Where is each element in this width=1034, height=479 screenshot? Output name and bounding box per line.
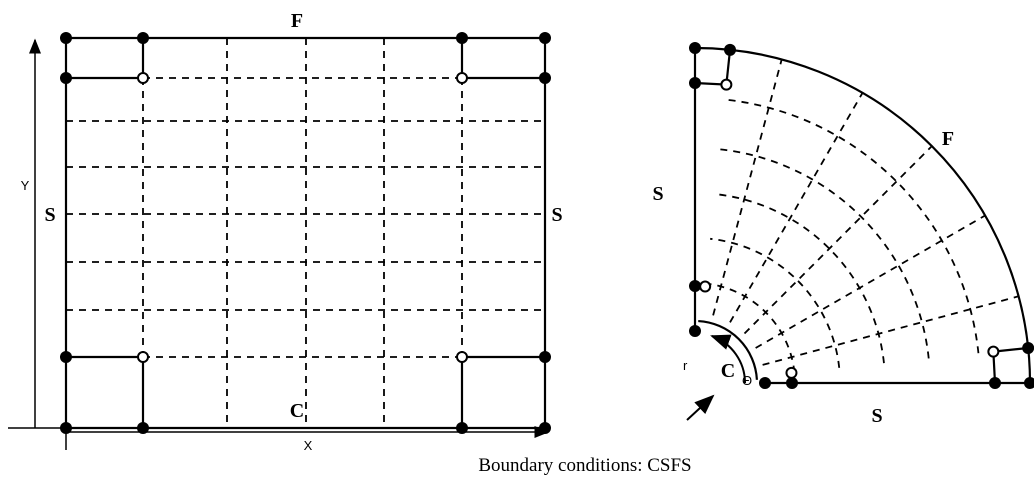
bottom-label: C (290, 400, 304, 422)
left-mesh: F C S S Y X (8, 10, 563, 453)
corner-label: C (721, 360, 735, 382)
node (689, 280, 701, 292)
mesh-line (714, 193, 885, 364)
mesh-line (724, 98, 980, 354)
mesh-line (743, 145, 933, 335)
node (1024, 377, 1034, 389)
node (689, 77, 701, 89)
open-node (699, 280, 712, 293)
mesh-line (710, 237, 841, 368)
arc-label: F (942, 128, 954, 150)
node (724, 43, 737, 56)
top-label: F (291, 10, 303, 32)
node (1022, 341, 1034, 354)
left-label: S (652, 183, 663, 205)
mesh-line (712, 59, 783, 316)
radius-label: r (683, 358, 688, 373)
mesh-line (719, 148, 930, 359)
node (989, 377, 1001, 389)
corner-subscript: Θ (742, 373, 752, 388)
open-node (720, 78, 733, 91)
right-label: S (551, 204, 562, 226)
left-label: S (44, 204, 55, 226)
node (689, 42, 701, 54)
caption: Boundary conditions: CSFS (478, 455, 691, 476)
mesh-line (755, 214, 986, 349)
node (689, 325, 701, 337)
node (786, 377, 798, 389)
open-node (785, 366, 798, 379)
open-node (987, 345, 1000, 358)
y-axis-label: Y (21, 178, 30, 193)
mesh-line (698, 319, 759, 380)
mesh-line (729, 92, 864, 323)
mesh-line (705, 282, 796, 373)
x-axis-label: X (304, 438, 313, 453)
right-mesh: S F S C Θ r (652, 42, 1034, 427)
outer-arc (694, 46, 1032, 384)
mesh-line (762, 295, 1019, 366)
bottom-label: S (871, 405, 882, 427)
node (759, 377, 771, 389)
